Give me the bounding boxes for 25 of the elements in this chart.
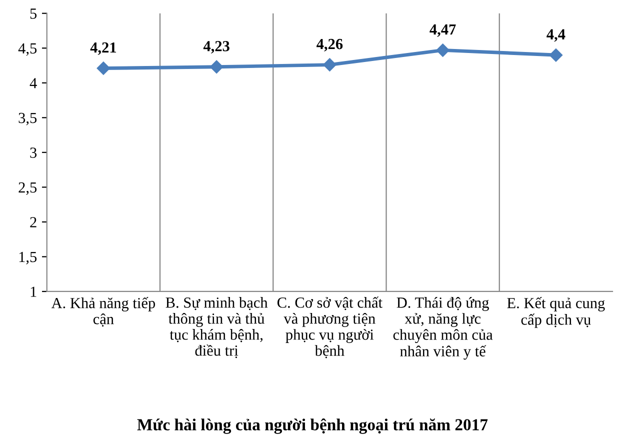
x-tick-label: E. Kết quả cung cấp dịch vụ	[507, 297, 605, 328]
point	[96, 62, 110, 75]
x-tick-label: B. Sự minh bạch thông tin và thủ tục khám bệnh, điều trị	[166, 297, 268, 358]
data-label: 4,21	[90, 42, 116, 55]
point	[549, 48, 563, 62]
y-tick-label: 4	[30, 78, 37, 88]
data-label: 4,47	[430, 24, 456, 37]
point	[323, 58, 336, 72]
y-tick-label: 4,5	[18, 43, 37, 56]
x-tick-label: A. Khả năng tiếp cận	[51, 297, 156, 327]
y-tick-label: 1	[30, 286, 36, 297]
point	[210, 60, 224, 74]
data-label: 4,23	[203, 41, 230, 54]
text: Mức hài lòng của người bệnh ngoại trú năm 2017	[137, 418, 488, 434]
y-tick-label: 2	[30, 217, 36, 228]
y-tick-label: 3	[30, 148, 37, 158]
y-tick-label: 2,5	[18, 182, 37, 195]
y-tick-label: 3,5	[18, 112, 37, 126]
x-tick-label: C. Cơ sở vật chất và phương tiện phục vụ người bệnh	[277, 296, 382, 358]
y-tick-label: 5	[30, 8, 37, 19]
x-tick-label: D. Thái độ ứng xử, năng lực chuyên môn của nhân viên y tế	[393, 297, 493, 360]
data-label: 4,26	[316, 38, 343, 52]
data-label: 4,4	[546, 29, 566, 42]
point	[436, 44, 450, 57]
y-tick-label: 1,5	[19, 252, 37, 264]
